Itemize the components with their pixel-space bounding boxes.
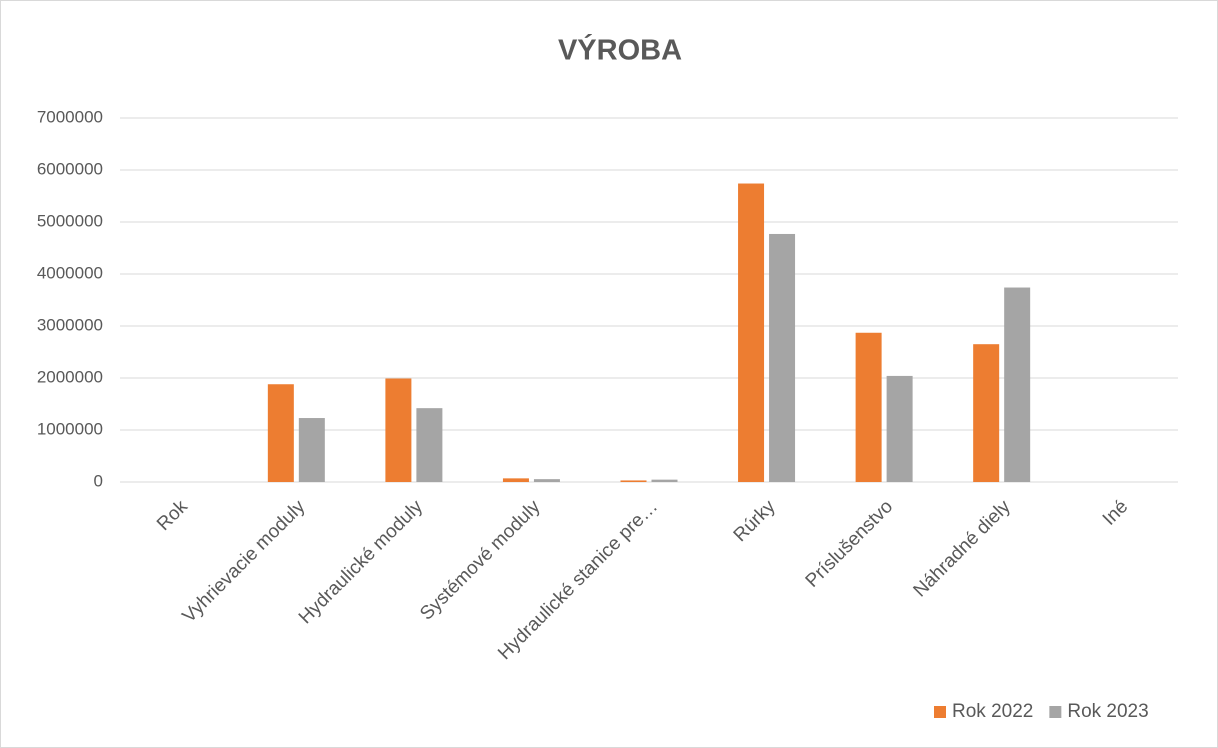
legend-swatch	[1049, 706, 1062, 718]
bar	[416, 408, 443, 482]
bar	[651, 479, 678, 482]
y-tick-label: 6000000	[37, 159, 103, 178]
bar	[620, 480, 647, 482]
y-tick-label: 0	[94, 471, 103, 490]
bar	[886, 375, 913, 482]
bar	[738, 183, 765, 482]
bar	[769, 233, 796, 482]
chart-title: VÝROBA	[558, 33, 682, 67]
bar	[1004, 287, 1031, 482]
bar	[298, 418, 325, 482]
legend-swatch	[934, 706, 946, 718]
bar	[533, 479, 560, 482]
bar	[385, 378, 412, 482]
bar	[973, 344, 1000, 482]
y-tick-label: 7000000	[37, 107, 103, 126]
legend-label: Rok 2023	[1067, 701, 1148, 722]
y-tick-label: 2000000	[37, 367, 103, 386]
legend-label: Rok 2022	[952, 701, 1033, 722]
bar	[855, 332, 882, 482]
y-tick-label: 1000000	[37, 419, 103, 438]
bar	[502, 478, 529, 482]
y-tick-label: 3000000	[37, 315, 103, 334]
bar	[267, 384, 294, 482]
y-tick-label: 5000000	[37, 211, 103, 230]
y-tick-label: 4000000	[37, 263, 103, 282]
